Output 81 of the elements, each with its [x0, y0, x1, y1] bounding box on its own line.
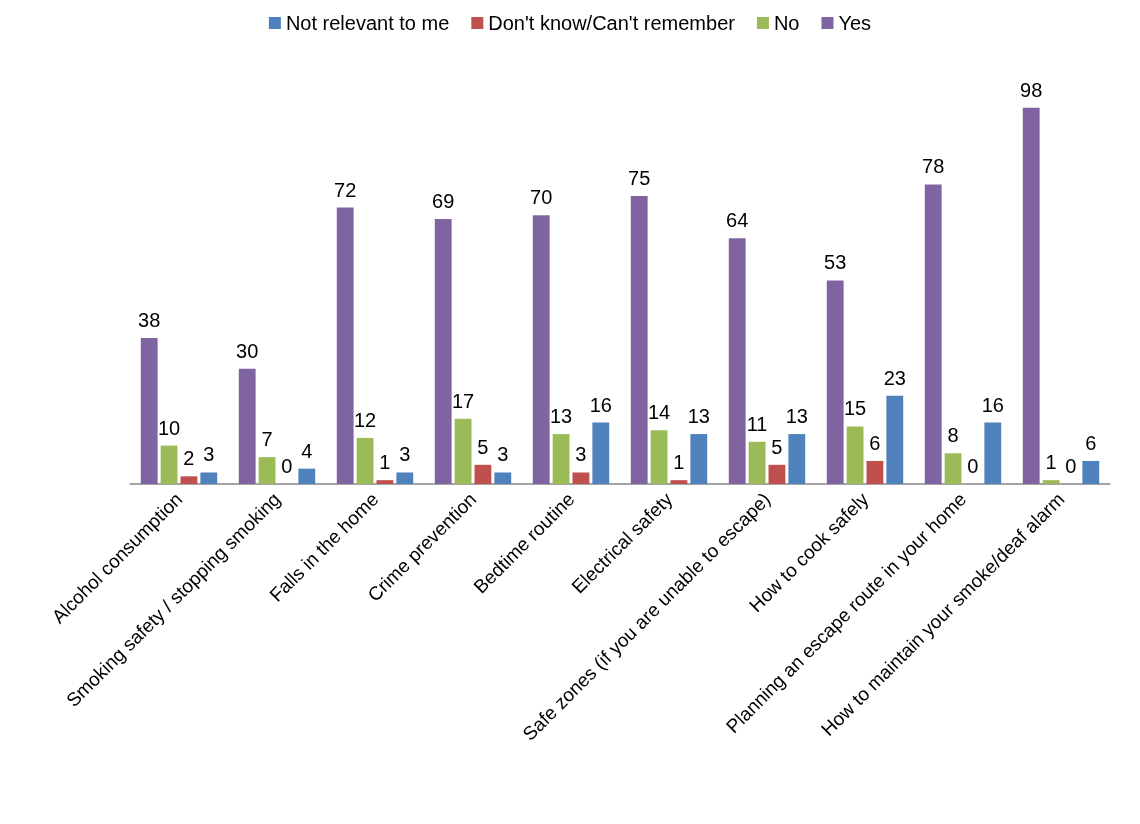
data-label: 38	[138, 309, 161, 332]
bar	[532, 215, 550, 484]
bar	[826, 280, 844, 484]
bar	[356, 437, 374, 484]
data-label: 17	[451, 389, 475, 412]
data-label: 5	[477, 435, 489, 458]
bar	[944, 453, 962, 484]
bar	[474, 464, 492, 484]
bar	[1042, 480, 1060, 484]
data-label: 0	[281, 455, 293, 477]
bar	[866, 460, 884, 484]
bar	[200, 472, 218, 484]
data-label: 69	[432, 190, 455, 213]
data-label: 53	[824, 251, 847, 274]
bar	[180, 476, 198, 484]
data-label: 8	[947, 424, 959, 447]
data-label: 13	[785, 405, 808, 428]
data-label: 16	[981, 393, 1004, 416]
bar	[748, 441, 766, 484]
data-label: 3	[203, 443, 215, 466]
bar	[494, 472, 512, 484]
data-label: 7	[261, 428, 273, 451]
legend-label: No	[773, 12, 800, 34]
data-label: 13	[687, 405, 710, 428]
data-label: 1	[673, 451, 685, 474]
data-label: 13	[549, 405, 573, 428]
bar	[434, 219, 452, 484]
bar	[552, 434, 570, 484]
data-label: 5	[771, 435, 783, 458]
data-label: 98	[1020, 78, 1043, 101]
data-label: 3	[399, 443, 411, 466]
data-label: 78	[922, 155, 945, 178]
bar	[592, 422, 610, 484]
data-label: 30	[236, 339, 259, 362]
data-label: 23	[883, 366, 906, 389]
bar	[670, 480, 688, 484]
legend-label: Not relevant to me	[285, 12, 450, 34]
bar	[140, 338, 158, 484]
data-label: 4	[301, 439, 313, 462]
data-label: 10	[157, 416, 181, 439]
bar	[886, 395, 904, 484]
data-label: 3	[497, 443, 509, 466]
bar	[1022, 107, 1040, 484]
data-label: 14	[647, 401, 671, 424]
bar	[788, 434, 806, 484]
data-label: 2	[183, 447, 195, 470]
data-label: 75	[628, 167, 651, 189]
bar	[768, 464, 786, 484]
bar	[258, 457, 276, 484]
legend-label: Don't know/Can't remember	[488, 12, 736, 34]
data-label: 15	[843, 397, 867, 420]
bar	[238, 368, 256, 484]
data-label: 6	[869, 431, 881, 454]
data-label: 70	[530, 186, 553, 209]
data-label: 11	[746, 412, 768, 435]
data-label: 6	[1085, 431, 1097, 454]
data-label: 16	[589, 393, 612, 416]
bar	[572, 472, 590, 484]
bar	[728, 238, 746, 484]
data-label: 1	[379, 451, 391, 474]
bar	[160, 445, 178, 484]
bar	[650, 430, 668, 484]
bar	[984, 422, 1002, 484]
bar	[396, 472, 414, 484]
bar	[690, 434, 708, 484]
bar	[376, 480, 394, 484]
bar	[1082, 460, 1100, 484]
bar	[454, 418, 472, 484]
legend-label: Yes	[838, 12, 872, 34]
data-label: 1	[1045, 451, 1057, 474]
data-label: 64	[726, 209, 749, 232]
data-label: 12	[353, 408, 377, 431]
data-label: 72	[334, 178, 357, 201]
bar	[846, 426, 864, 484]
bar	[298, 468, 316, 484]
bar	[630, 196, 648, 484]
data-label: 3	[575, 443, 587, 466]
data-label: 0	[967, 455, 979, 477]
data-label: 0	[1065, 455, 1077, 477]
bar	[924, 184, 942, 484]
bar	[336, 207, 354, 484]
